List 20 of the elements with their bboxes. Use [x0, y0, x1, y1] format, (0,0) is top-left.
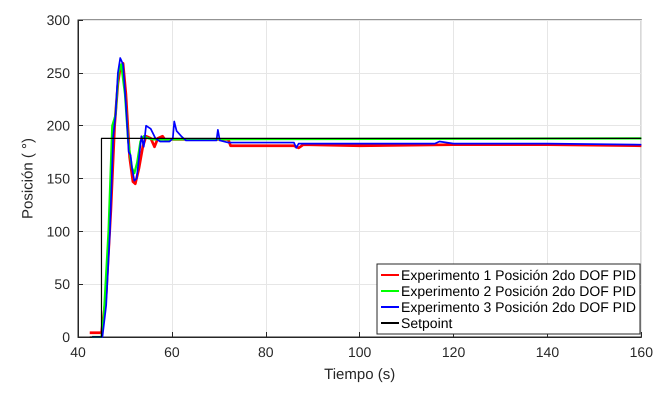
- y-tick-label: 200: [46, 118, 70, 134]
- y-axis-title: Posición ( °): [20, 138, 37, 220]
- x-tick-label: 40: [70, 344, 86, 360]
- legend-label: Setpoint: [401, 315, 452, 331]
- legend-label: Experimento 2 Posición 2do DOF PID: [401, 283, 636, 299]
- y-tick-label: 50: [54, 276, 70, 292]
- x-tick-label: 120: [442, 344, 466, 360]
- y-tick-label: 0: [62, 329, 70, 345]
- x-axis-title: Tiempo (s): [324, 366, 396, 383]
- x-tick-label: 60: [164, 344, 180, 360]
- y-tick-label: 300: [46, 12, 70, 28]
- x-tick-label: 100: [348, 344, 372, 360]
- x-tick-label: 160: [630, 344, 654, 360]
- legend-label: Experimento 1 Posición 2do DOF PID: [401, 267, 636, 283]
- y-tick-label: 100: [46, 223, 70, 240]
- x-tick-label: 140: [536, 344, 560, 360]
- y-tick-label: 150: [46, 170, 70, 186]
- legend-label: Experimento 3 Posición 2do DOF PID: [401, 299, 636, 315]
- x-tick-label: 80: [258, 344, 274, 360]
- y-tick-label: 250: [46, 64, 70, 81]
